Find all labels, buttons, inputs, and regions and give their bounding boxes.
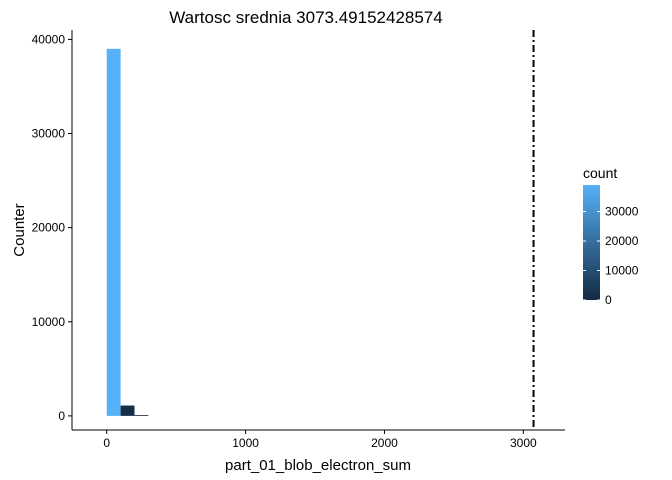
x-tick-label: 1000: [232, 436, 259, 450]
legend-title: count: [583, 165, 617, 181]
legend-tick-label: 10000: [605, 264, 639, 278]
y-tick-label: 30000: [32, 127, 66, 141]
plot-area: [106, 30, 535, 430]
x-tick-label: 3000: [510, 436, 537, 450]
y-axis-title: Counter: [11, 203, 28, 256]
histogram-bar: [106, 48, 121, 416]
x-axis-ticks: 0 1000 2000 3000: [103, 430, 537, 450]
histogram-bar: [134, 415, 149, 416]
legend-colorbar: [583, 185, 600, 300]
chart-title: Wartosc srednia 3073.49152428574: [169, 8, 442, 27]
y-tick-label: 20000: [32, 221, 66, 235]
legend-ticks: 0 10000 20000 30000: [583, 205, 639, 307]
y-axis-ticks: 0 10000 20000 30000 40000: [32, 32, 72, 423]
legend-tick-label: 20000: [605, 234, 639, 248]
x-tick-label: 2000: [371, 436, 398, 450]
x-axis-title: part_01_blob_electron_sum: [225, 457, 411, 474]
y-tick-label: 10000: [32, 315, 66, 329]
y-tick-label: 0: [58, 409, 65, 423]
histogram-bar: [120, 405, 135, 416]
x-tick-label: 0: [103, 436, 110, 450]
legend-tick-label: 30000: [605, 205, 639, 219]
legend: count 0 10000 20000 30000: [583, 165, 639, 307]
y-tick-label: 40000: [32, 32, 66, 46]
legend-tick-label: 0: [605, 293, 612, 307]
